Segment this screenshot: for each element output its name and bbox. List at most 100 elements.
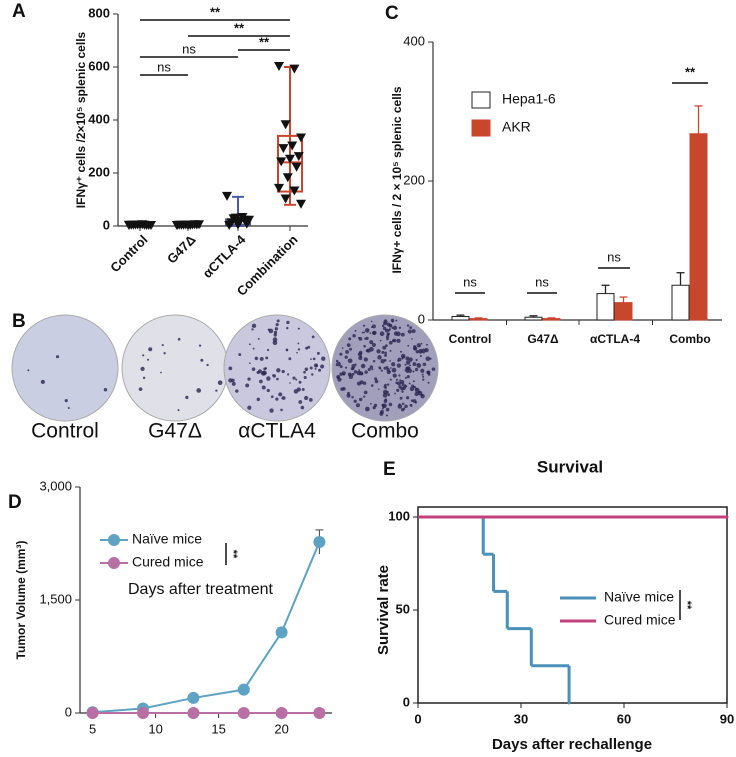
spot (298, 380, 302, 384)
spot (385, 390, 389, 394)
spot (389, 360, 391, 362)
legend-marker (108, 557, 120, 569)
chart-title: Survival (537, 457, 603, 476)
sig-label: ns (463, 274, 477, 289)
spot (318, 368, 322, 372)
spot (272, 374, 274, 377)
spot (392, 373, 397, 378)
spot (396, 388, 400, 392)
spot (352, 333, 356, 338)
spot (365, 336, 369, 340)
spot (389, 378, 392, 381)
spot (316, 351, 320, 355)
spot (412, 362, 417, 367)
spot (388, 370, 391, 373)
spot (228, 378, 233, 383)
spot (347, 358, 353, 364)
spot (142, 376, 146, 380)
spot (398, 385, 402, 389)
data-point (280, 194, 291, 204)
data-point (237, 683, 250, 696)
spot (259, 379, 263, 384)
x-tick-label: Control (449, 332, 492, 346)
legend-label: Naïve mice (604, 589, 674, 605)
spot (280, 408, 283, 412)
spot (380, 369, 383, 372)
spot (382, 393, 388, 398)
spot (287, 373, 290, 376)
well (121, 314, 229, 422)
spot (55, 355, 60, 359)
spot (421, 348, 426, 354)
data-point (285, 154, 295, 164)
spot (399, 396, 403, 400)
spot (297, 348, 301, 351)
y-tick-label: 200 (403, 172, 425, 187)
spot (278, 392, 283, 397)
spot (247, 377, 251, 381)
data-point (224, 221, 235, 230)
spot (231, 381, 236, 386)
spot (400, 408, 405, 412)
spot (355, 403, 360, 408)
sig-label: ** (227, 550, 239, 559)
panel-letter: D (8, 492, 22, 513)
spot (346, 343, 351, 348)
spot (335, 364, 338, 366)
spot (370, 384, 374, 387)
spot (409, 326, 413, 330)
spot (148, 347, 153, 352)
spot (409, 364, 411, 367)
data-point (280, 120, 291, 130)
spot (266, 348, 270, 352)
spot (248, 343, 251, 346)
spot (289, 382, 291, 384)
x-tick-label: 60 (617, 711, 631, 726)
sig-label: ns (535, 274, 549, 289)
spot (363, 395, 366, 398)
y-tick-label: 400 (88, 111, 110, 126)
data-point (172, 221, 182, 230)
spot (369, 340, 374, 345)
spot (391, 362, 396, 367)
spot (422, 378, 425, 381)
y-tick-label: 400 (403, 33, 425, 48)
spot (361, 331, 364, 334)
spot (411, 338, 413, 340)
spot (372, 359, 376, 363)
spot (404, 404, 408, 409)
panel-letter: E (383, 459, 396, 480)
spot (421, 373, 424, 376)
spot (275, 397, 279, 401)
spot (272, 340, 278, 346)
spot (390, 324, 393, 327)
spot (387, 393, 390, 397)
spot (381, 407, 384, 410)
spot (386, 383, 390, 386)
spot (235, 389, 239, 393)
spot (266, 388, 270, 393)
bar (596, 293, 615, 321)
x-tick-label: 30 (514, 711, 528, 726)
spot (249, 362, 251, 365)
spot (293, 389, 299, 394)
spot (356, 381, 362, 386)
data-point (189, 220, 200, 230)
spot (270, 395, 274, 399)
spot (312, 357, 316, 361)
spot (371, 331, 376, 335)
spot (256, 370, 260, 375)
y-tick-label: 0 (403, 694, 410, 709)
spot (200, 358, 204, 362)
spot (337, 377, 342, 382)
spot (309, 366, 313, 370)
spot (398, 374, 401, 377)
spot (228, 366, 233, 371)
data-point (233, 220, 243, 230)
spot (308, 398, 313, 402)
spot (297, 342, 300, 345)
spot (376, 349, 381, 354)
spot (381, 403, 385, 407)
spot (346, 391, 350, 395)
spot (401, 390, 404, 393)
